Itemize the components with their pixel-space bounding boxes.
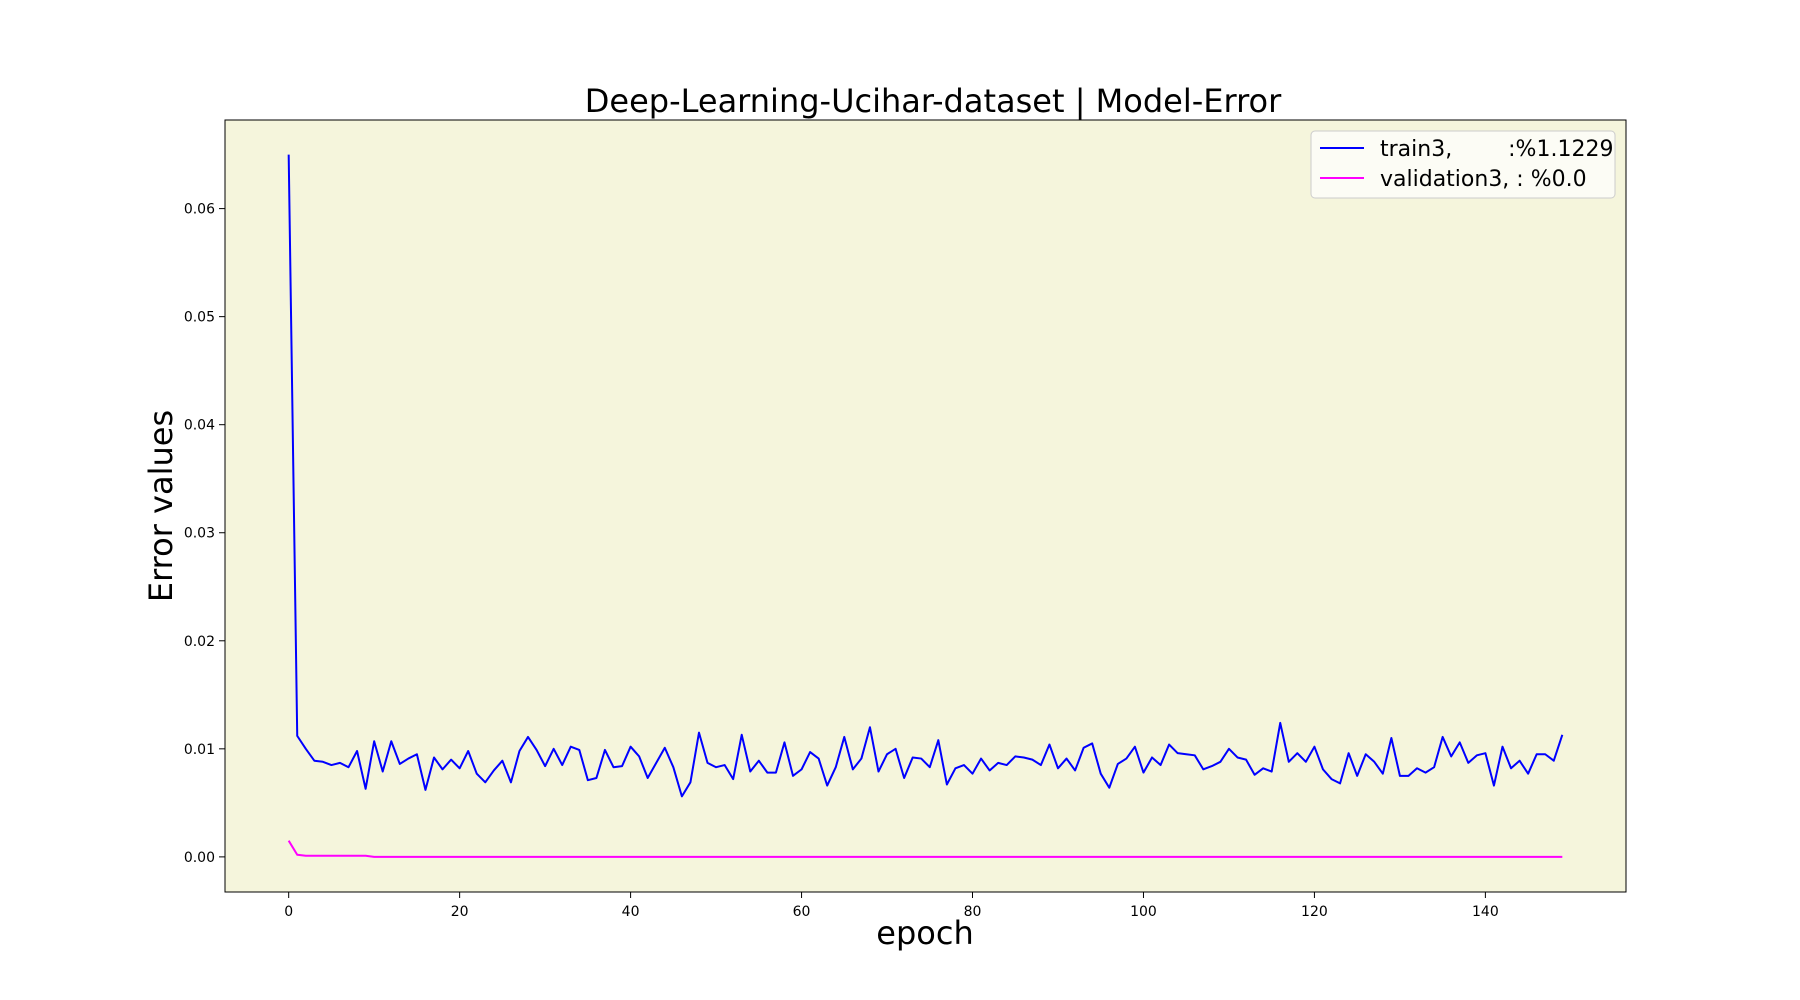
y-tick-label: 0.03 [184, 526, 215, 542]
plot-area [224, 119, 1627, 893]
x-tick-label: 100 [1130, 904, 1157, 920]
chart-title: Deep-Learning-Ucihar-dataset | Model-Err… [585, 82, 1282, 120]
legend-label-validation3: validation3, : %0.0 [1380, 167, 1587, 192]
y-axis-ticks: 0.00 0.01 0.02 0.03 0.04 0.05 0.06 [184, 202, 225, 866]
y-tick-label: 0.06 [184, 202, 215, 218]
x-tick-label: 0 [284, 904, 293, 920]
legend-frame [1310, 130, 1616, 199]
x-tick-label: 80 [964, 904, 982, 920]
x-tick-label: 140 [1472, 904, 1499, 920]
legend: train3, :%1.1229 validation3, : %0.0 [1310, 130, 1616, 199]
series-line-0 [287, 154, 1564, 798]
series-layer [287, 154, 1564, 858]
y-tick-label: 0.00 [184, 850, 215, 866]
series-line-1 [287, 840, 1563, 858]
x-axis-label: epoch [876, 914, 973, 952]
x-tick-label: 20 [451, 904, 469, 920]
y-tick-label: 0.04 [184, 418, 215, 434]
y-axis-label: Error values [142, 410, 180, 602]
y-tick-label: 0.05 [184, 310, 215, 326]
x-tick-label: 60 [793, 904, 811, 920]
y-tick-label: 0.02 [184, 634, 215, 650]
legend-label-train3: train3, :%1.1229 [1380, 137, 1613, 162]
y-tick-label: 0.01 [184, 742, 215, 758]
x-tick-label: 120 [1301, 904, 1328, 920]
x-axis-ticks: 0 20 40 60 80 100 120 140 [284, 892, 1499, 920]
x-tick-label: 40 [622, 904, 640, 920]
